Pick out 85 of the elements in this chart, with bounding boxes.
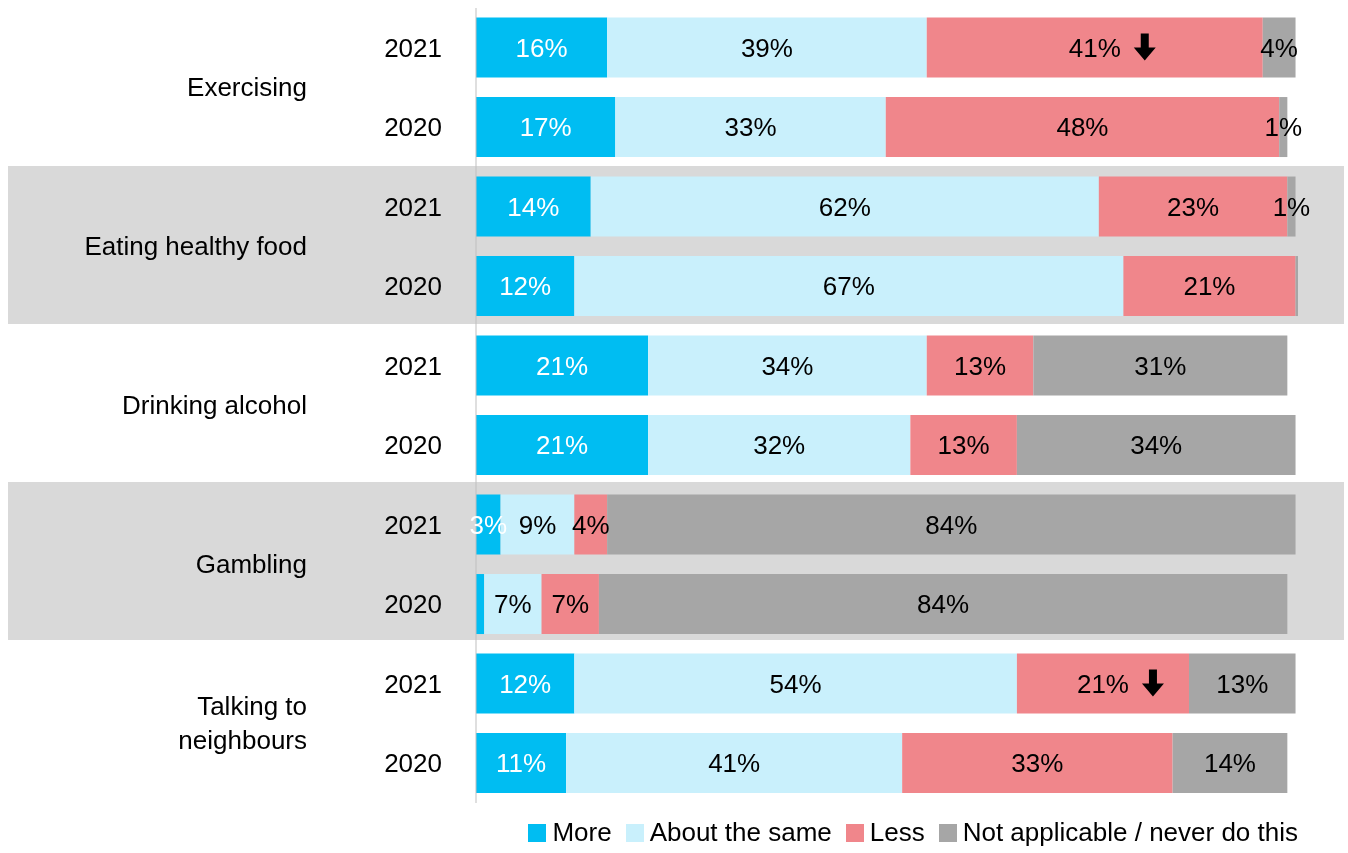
data-label: 4% [1260, 32, 1298, 63]
data-label: 1% [1264, 112, 1303, 143]
bar [607, 494, 1296, 555]
data-label: 14% [507, 191, 560, 222]
data-label: 39% [740, 32, 793, 63]
bar [476, 415, 649, 476]
y-tick-label: 2020 [384, 748, 442, 779]
data-label: 32% [753, 430, 806, 461]
bar [1033, 335, 1288, 396]
bar [484, 574, 542, 635]
bar [902, 733, 1173, 794]
data-label: 7% [494, 589, 532, 620]
text: Exercising [187, 72, 307, 103]
data-label: 14% [1203, 748, 1256, 779]
bar [910, 415, 1017, 476]
data-label: 13% [937, 430, 990, 461]
data-label: 41% [1068, 32, 1121, 63]
bar [574, 653, 1017, 714]
data-label: 16% [515, 32, 568, 63]
y-tick-label: 2021 [384, 509, 442, 540]
data-label: 1% [1272, 191, 1311, 222]
bar [1172, 733, 1288, 794]
data-label: 21% [536, 430, 589, 461]
data-label: 21% [1183, 271, 1236, 302]
data-label: 23% [1167, 191, 1220, 222]
bar [476, 17, 608, 78]
bar [615, 97, 886, 158]
y-tick-label: 2021 [384, 32, 442, 63]
text: Gambling [195, 549, 307, 580]
y-tick-label: 2020 [384, 271, 442, 302]
data-label: 41% [708, 748, 761, 779]
y-tick-label: 2021 [384, 668, 442, 699]
bar [476, 176, 591, 237]
bar [1016, 415, 1296, 476]
bar [1016, 653, 1189, 714]
y-tick-label: 2020 [384, 112, 442, 143]
bar [574, 256, 1124, 317]
y-tick-label: 2021 [384, 350, 442, 381]
data-label: 54% [769, 668, 822, 699]
bar [926, 335, 1034, 396]
y-tick-label: 2021 [384, 191, 442, 222]
data-label: 4% [571, 509, 610, 540]
text: Talking to neighbours [178, 691, 307, 756]
bar [541, 574, 599, 635]
data-label: 34% [1130, 430, 1183, 461]
bar [476, 653, 575, 714]
data-label: 9% [518, 509, 557, 540]
data-label: 84% [925, 509, 978, 540]
data-label: 67% [822, 271, 875, 302]
text: Eating healthy food [84, 231, 307, 262]
bar [590, 176, 1099, 237]
data-label: 33% [724, 112, 777, 143]
data-label: 13% [953, 350, 1007, 381]
data-label: 7% [551, 589, 590, 620]
y-tick-label: 2020 [384, 430, 442, 461]
legend-label: Not applicable / never do this [961, 817, 1298, 848]
bar [1189, 653, 1296, 714]
data-label: 11% [496, 748, 547, 779]
bar [607, 17, 927, 78]
bar [1123, 256, 1296, 317]
bar [648, 415, 911, 476]
bar [598, 574, 1288, 635]
legend-label: Less [868, 817, 925, 848]
data-label: 21% [536, 350, 589, 381]
text: Drinking alcohol [122, 390, 307, 421]
legend-label: More [551, 817, 612, 848]
bar [476, 256, 575, 317]
bar [476, 733, 567, 794]
data-label: 13% [1216, 668, 1269, 699]
legend-label: About the same [648, 817, 832, 848]
data-label: 12% [499, 271, 552, 302]
bar [566, 733, 903, 794]
data-label: 33% [1011, 748, 1064, 779]
data-label: 34% [761, 350, 814, 381]
data-label: 62% [818, 191, 871, 222]
y-tick-label: 2020 [384, 589, 442, 620]
data-label: 12% [499, 668, 552, 699]
data-label: 21% [1076, 668, 1129, 699]
bar [476, 97, 616, 158]
data-label: 48% [1056, 112, 1109, 143]
data-label: 17% [519, 112, 572, 143]
data-label: 84% [917, 589, 970, 620]
bar [648, 335, 927, 396]
data-label: 31% [1134, 350, 1187, 381]
bar [476, 335, 649, 396]
